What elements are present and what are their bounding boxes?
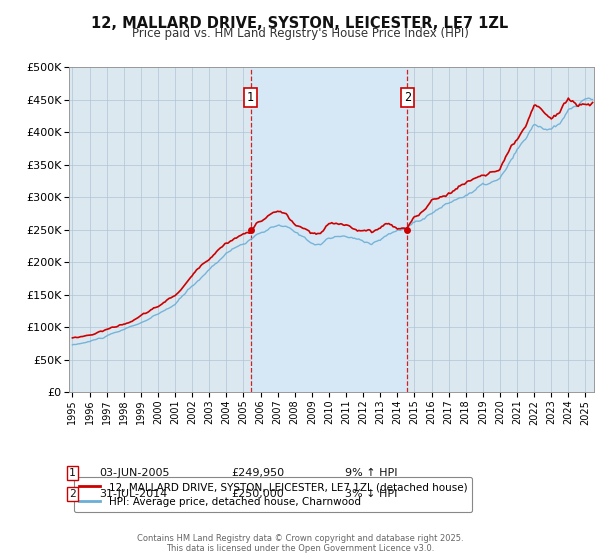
Text: 12, MALLARD DRIVE, SYSTON, LEICESTER, LE7 1ZL: 12, MALLARD DRIVE, SYSTON, LEICESTER, LE… <box>91 16 509 31</box>
Text: £249,950: £249,950 <box>231 468 284 478</box>
Text: 31-JUL-2014: 31-JUL-2014 <box>99 489 167 499</box>
Text: 1: 1 <box>247 91 254 104</box>
Point <box>403 225 412 234</box>
Text: 2: 2 <box>404 91 411 104</box>
Text: 2: 2 <box>69 489 76 499</box>
Text: Price paid vs. HM Land Registry's House Price Index (HPI): Price paid vs. HM Land Registry's House … <box>131 27 469 40</box>
Text: £250,000: £250,000 <box>231 489 284 499</box>
Bar <box>251 67 407 392</box>
Text: 3% ↓ HPI: 3% ↓ HPI <box>345 489 397 499</box>
Point <box>246 225 256 234</box>
Text: 03-JUN-2005: 03-JUN-2005 <box>99 468 170 478</box>
Text: 9% ↑ HPI: 9% ↑ HPI <box>345 468 398 478</box>
Legend: 12, MALLARD DRIVE, SYSTON, LEICESTER, LE7 1ZL (detached house), HPI: Average pri: 12, MALLARD DRIVE, SYSTON, LEICESTER, LE… <box>74 477 472 512</box>
Text: Contains HM Land Registry data © Crown copyright and database right 2025.
This d: Contains HM Land Registry data © Crown c… <box>137 534 463 553</box>
Text: 1: 1 <box>69 468 76 478</box>
